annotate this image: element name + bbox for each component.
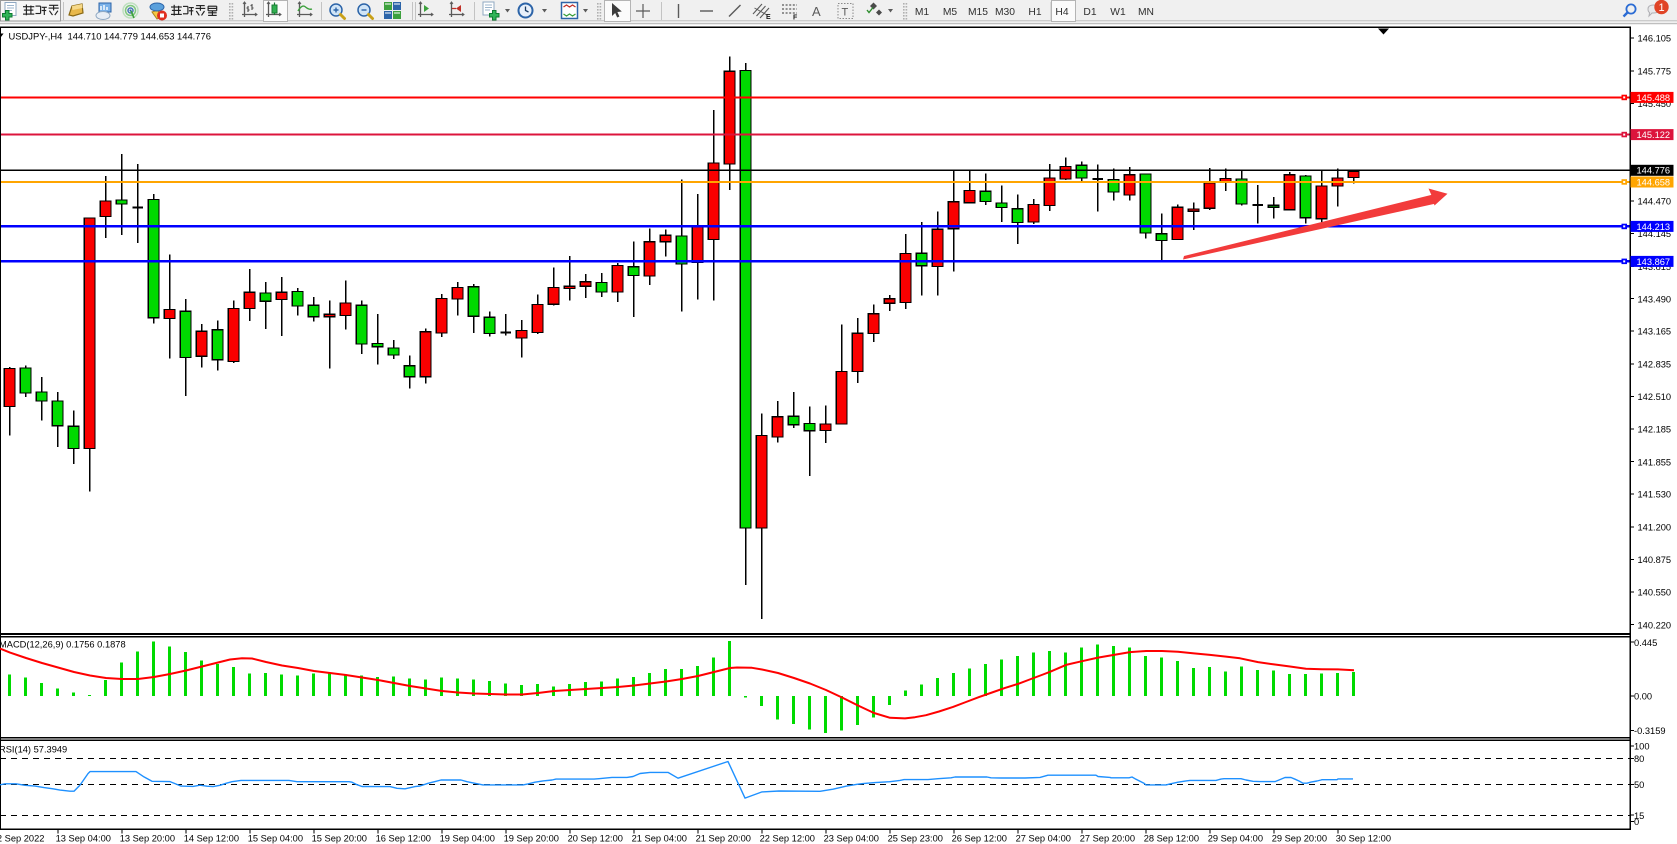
svg-text:0.445: 0.445 [1634,638,1657,648]
svg-text:15: 15 [1634,811,1644,821]
svg-text:141.530: 141.530 [1638,490,1672,500]
svg-text:30 Sep 12:00: 30 Sep 12:00 [1336,834,1391,844]
svg-text:19 Sep 20:00: 19 Sep 20:00 [504,834,559,844]
svg-text:22 Sep 12:00: 22 Sep 12:00 [760,834,815,844]
svg-text:20 Sep 12:00: 20 Sep 12:00 [568,834,623,844]
svg-text:144.470: 144.470 [1638,197,1672,207]
svg-text:23 Sep 04:00: 23 Sep 04:00 [824,834,879,844]
svg-text:M30: M30 [995,7,1015,18]
svg-text:26 Sep 12:00: 26 Sep 12:00 [952,834,1007,844]
svg-text:15 Sep 04:00: 15 Sep 04:00 [248,834,303,844]
svg-text:14 Sep 12:00: 14 Sep 12:00 [184,834,239,844]
svg-text:145.122: 145.122 [1637,130,1671,140]
svg-text:21 Sep 04:00: 21 Sep 04:00 [632,834,687,844]
svg-text:16 Sep 12:00: 16 Sep 12:00 [376,834,431,844]
svg-text:141.855: 141.855 [1638,457,1672,467]
svg-text:140.550: 140.550 [1638,587,1672,597]
svg-text:M1: M1 [915,7,930,18]
svg-text:143.867: 143.867 [1637,257,1671,267]
svg-text:H4: H4 [1055,7,1068,18]
svg-text:144.145: 144.145 [1638,229,1672,239]
svg-text:27 Sep 20:00: 27 Sep 20:00 [1080,834,1135,844]
svg-text:29 Sep 04:00: 29 Sep 04:00 [1208,834,1263,844]
svg-text:142.510: 142.510 [1638,392,1672,402]
svg-text:21 Sep 20:00: 21 Sep 20:00 [696,834,751,844]
svg-text:50: 50 [1634,780,1644,790]
svg-text:140.875: 140.875 [1638,555,1672,565]
svg-text:145.488: 145.488 [1637,93,1671,103]
svg-text:MACD(12,26,9) 0.1756 0.1878: MACD(12,26,9) 0.1756 0.1878 [0,640,126,650]
svg-text:A: A [812,4,821,19]
svg-text:144.658: 144.658 [1637,177,1671,187]
svg-text:13 Sep 20:00: 13 Sep 20:00 [120,834,175,844]
svg-text:141.200: 141.200 [1638,523,1672,533]
svg-text:146.105: 146.105 [1638,34,1672,44]
svg-text:100: 100 [1634,742,1650,752]
svg-text:140.220: 140.220 [1638,620,1672,630]
svg-text:MN: MN [1138,7,1154,18]
svg-text:RSI(14) 57.3949: RSI(14) 57.3949 [0,744,67,754]
svg-text:T: T [842,7,849,19]
svg-text:0.00: 0.00 [1634,691,1652,701]
svg-text:1: 1 [1658,2,1664,14]
svg-text:D1: D1 [1083,7,1096,18]
svg-text:80: 80 [1634,754,1644,764]
svg-text:F: F [793,15,798,22]
svg-text:E: E [766,14,771,21]
svg-text:145.450: 145.450 [1638,99,1672,109]
svg-text:28 Sep 12:00: 28 Sep 12:00 [1144,834,1199,844]
svg-text:USDJPY-,H4 144.710 144.779 14: USDJPY-,H4 144.710 144.779 144.653 144.7… [9,31,211,42]
svg-text:145.775: 145.775 [1638,67,1672,77]
svg-text:0: 0 [1634,817,1639,827]
svg-text:H1: H1 [1028,7,1041,18]
svg-text:144.776: 144.776 [1637,166,1671,176]
svg-text:143.165: 143.165 [1638,327,1672,337]
svg-text:M15: M15 [968,7,988,18]
svg-text:-0.3159: -0.3159 [1634,726,1666,736]
svg-text:143.490: 143.490 [1638,294,1672,304]
svg-text:13 Sep 04:00: 13 Sep 04:00 [56,834,111,844]
svg-text:W1: W1 [1110,7,1126,18]
svg-text:142.835: 142.835 [1638,360,1672,370]
svg-text:29 Sep 20:00: 29 Sep 20:00 [1272,834,1327,844]
svg-text:19 Sep 04:00: 19 Sep 04:00 [440,834,495,844]
svg-text:15 Sep 20:00: 15 Sep 20:00 [312,834,367,844]
svg-text:25 Sep 23:00: 25 Sep 23:00 [888,834,943,844]
svg-text:12 Sep 2022: 12 Sep 2022 [0,834,44,844]
svg-text:M5: M5 [943,7,958,18]
svg-text:144.213: 144.213 [1637,222,1671,232]
svg-text:27 Sep 04:00: 27 Sep 04:00 [1016,834,1071,844]
svg-text:142.185: 142.185 [1638,424,1672,434]
